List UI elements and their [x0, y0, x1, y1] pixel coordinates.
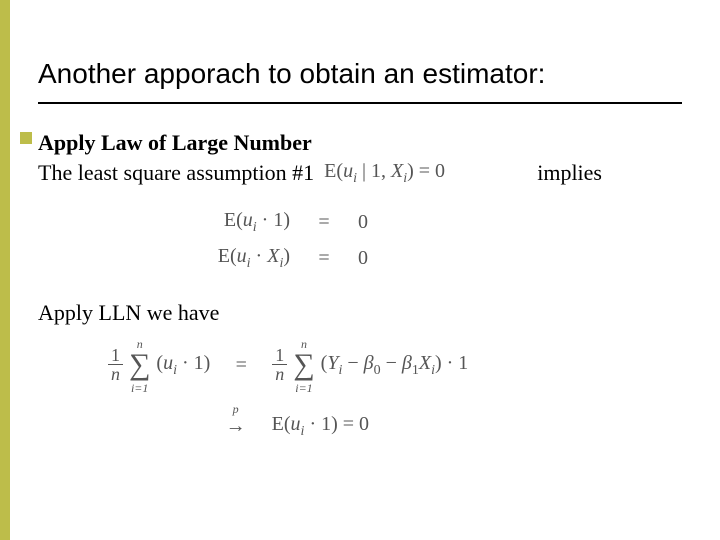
line3: Apply LLN we have — [38, 298, 682, 328]
eq-row-2: E(ui · Xi) = 0 — [150, 243, 570, 274]
inline-eq-assumption: E(ui | 1, Xi) = 0 — [324, 158, 445, 189]
line2-left: The least square assumption #1 — [38, 158, 314, 188]
accent-bullet — [20, 132, 32, 144]
eq-block-2: 1n ∑ni=1 (ui · 1) = 1n ∑ni=1 (Yi − β0 − … — [108, 346, 682, 446]
body-text-block: Apply Law of Large Number The least squa… — [38, 128, 682, 446]
eq-block-1: E(ui · 1) = 0 E(ui · Xi) = 0 — [150, 207, 570, 275]
accent-sidebar — [0, 0, 10, 540]
eq-block-2-row-2: 1n ∑ni=1 (uᵢ · 1) p→ E(ui · 1) = 0 — [108, 407, 682, 446]
line2: The least square assumption #1 E(ui | 1,… — [38, 158, 682, 189]
eq-row-1: E(ui · 1) = 0 — [150, 207, 570, 238]
line1-bold: Apply Law of Large Number — [38, 128, 682, 158]
line2-right: implies — [537, 158, 682, 188]
eq-block-2-row-1: 1n ∑ni=1 (ui · 1) = 1n ∑ni=1 (Yi − β0 − … — [108, 346, 682, 385]
slide-title: Another apporach to obtain an estimator: — [38, 58, 682, 104]
slide-content: Another apporach to obtain an estimator:… — [38, 58, 682, 446]
